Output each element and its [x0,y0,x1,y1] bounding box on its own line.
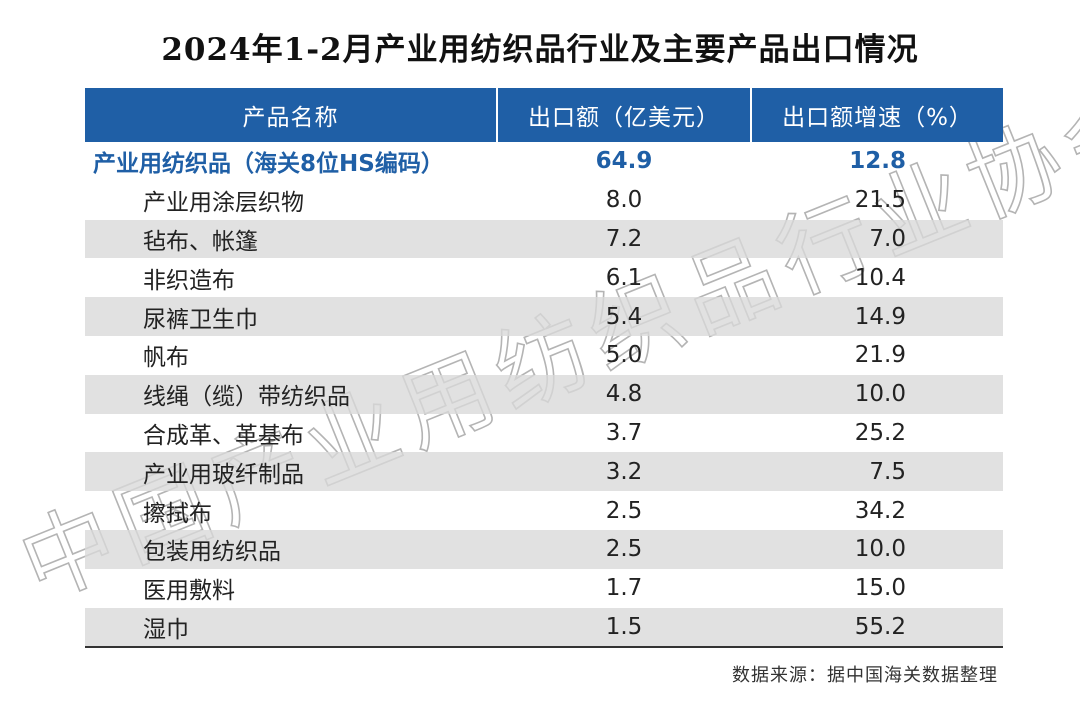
export-growth-cell: 34.2 [854,497,906,524]
product-name-cell: 擦拭布 [143,500,212,527]
product-name-cell: 帆布 [143,345,189,372]
export-value-cell: 6.1 [605,264,643,291]
table-row: 合成革、革基布 3.7 25.2 [85,414,1003,453]
export-value-cell: 2.5 [497,529,751,569]
table-row: 尿裤卫生巾 5.4 14.9 [85,297,1003,336]
page-title: 2024年1-2月产业用纺织品行业及主要产品出口情况 [161,32,919,68]
table-row-total: 产业用纺织品（海关8位HS编码） 64.9 12.8 [85,142,1003,181]
export-growth-cell: 15.0 [854,575,906,602]
table-row: 线绳（缆）带纺织品 4.8 10.0 [85,374,1003,414]
export-value-cell: 4.8 [497,374,751,414]
total-name: 产业用纺织品（海关8位HS编码） [93,151,444,178]
export-growth-cell: 14.9 [751,297,1003,336]
data-source-note: 数据来源：据中国海关数据整理 [732,665,998,686]
export-growth-cell: 21.5 [854,187,906,214]
export-growth-cell: 10.0 [751,374,1003,414]
table-header-row: 产品名称 出口额（亿美元） 出口额增速（%） [85,88,1003,142]
header-product-name: 产品名称 [85,88,498,142]
table-row: 产业用玻纤制品 3.2 7.5 [85,452,1003,492]
table-row: 非织造布 6.1 10.4 [85,258,1003,297]
export-value-cell: 5.4 [497,297,751,336]
product-name-cell: 产业用涂层织物 [143,190,304,217]
export-growth-cell: 55.2 [751,607,1003,649]
total-export: 64.9 [595,148,653,175]
table-row: 擦拭布 2.5 34.2 [85,491,1003,530]
export-value-cell: 8.0 [605,187,643,214]
table-row: 包装用纺织品 2.5 10.0 [85,529,1003,569]
export-growth-cell: 7.0 [751,219,1003,259]
export-table: 产品名称 出口额（亿美元） 出口额增速（%） 产业用纺织品（海关8位HS编码） … [85,88,1003,649]
export-growth-cell: 10.4 [854,264,906,291]
header-export-value: 出口额（亿美元） [497,88,752,142]
export-growth-cell: 25.2 [854,419,906,446]
export-growth-cell: 7.5 [751,452,1003,492]
product-name-cell: 医用敷料 [143,578,235,605]
total-growth: 12.8 [849,148,906,175]
table-row: 帆布 5.0 21.9 [85,336,1003,375]
product-name-cell: 线绳（缆）带纺织品 [85,374,497,414]
export-growth-cell: 21.9 [854,342,906,369]
table-row: 湿巾 1.5 55.2 [85,607,1003,649]
product-name-cell: 合成革、革基布 [143,422,304,449]
product-name-cell: 毡布、帐篷 [85,219,497,259]
table-row: 产业用涂层织物 8.0 21.5 [85,181,1003,220]
export-value-cell: 3.2 [497,452,751,492]
product-name-cell: 包装用纺织品 [85,529,497,569]
product-name-cell: 产业用玻纤制品 [85,452,497,492]
export-growth-cell: 10.0 [751,529,1003,569]
export-value-cell: 5.0 [605,342,643,369]
product-name-cell: 尿裤卫生巾 [85,297,497,336]
table-row: 毡布、帐篷 7.2 7.0 [85,219,1003,259]
export-value-cell: 1.7 [605,575,643,602]
product-name-cell: 湿巾 [85,607,497,649]
table-row: 医用敷料 1.7 15.0 [85,569,1003,608]
export-value-cell: 7.2 [497,219,751,259]
export-value-cell: 3.7 [605,419,643,446]
product-name-cell: 非织造布 [143,267,235,294]
export-value-cell: 1.5 [497,607,751,649]
header-export-growth: 出口额增速（%） [751,88,1003,142]
export-value-cell: 2.5 [605,497,643,524]
